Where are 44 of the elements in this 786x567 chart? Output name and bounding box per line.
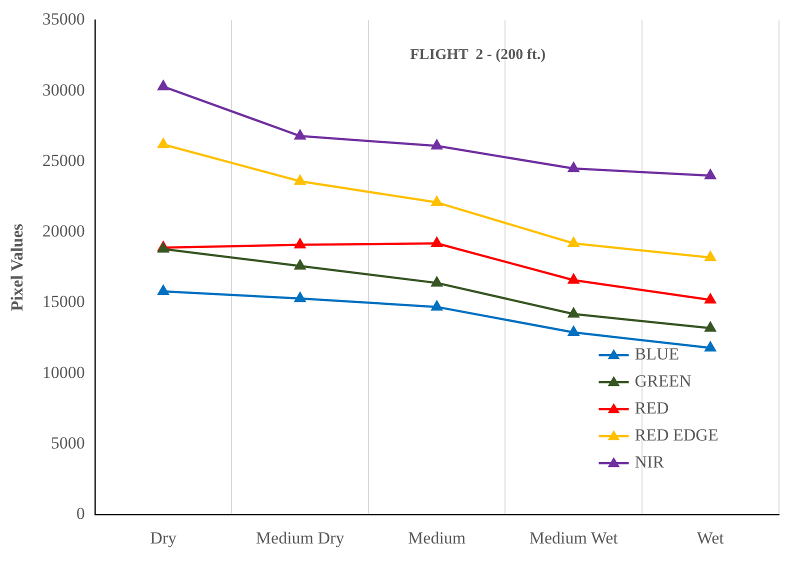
y-tick-label: 20000 — [42, 222, 85, 241]
legend-label: RED EDGE — [634, 426, 718, 445]
point — [158, 138, 169, 148]
point — [568, 326, 580, 336]
point — [431, 196, 442, 206]
point — [294, 292, 306, 302]
point — [294, 260, 306, 270]
point — [704, 169, 716, 180]
y-tick-label: 30000 — [42, 80, 85, 100]
point — [568, 308, 580, 318]
point — [431, 140, 442, 150]
point — [568, 274, 580, 284]
point — [704, 342, 716, 352]
point — [158, 285, 169, 296]
point — [704, 251, 716, 262]
point — [704, 322, 716, 332]
x-tick-label: Dry — [150, 528, 177, 548]
y-axis-title: Pixel Values — [8, 223, 27, 312]
point — [704, 294, 716, 304]
y-tick-label: 0 — [76, 504, 85, 524]
point — [294, 238, 306, 248]
text: FLIGHT 2 - (200 ft.) — [410, 47, 546, 64]
y-tick-label: 35000 — [42, 10, 85, 29]
x-tick-label: Medium Dry — [256, 528, 345, 548]
legend-label: GREEN — [634, 372, 692, 391]
x-tick-label: Wet — [696, 528, 724, 548]
point — [431, 276, 442, 287]
point — [431, 237, 442, 248]
x-tick-label: Medium — [408, 528, 466, 548]
point — [158, 80, 169, 90]
point — [431, 300, 442, 311]
y-tick-label: 5000 — [50, 433, 85, 452]
point — [158, 242, 169, 253]
legend-label: BLUE — [634, 344, 680, 364]
point — [294, 175, 306, 185]
point — [568, 162, 580, 172]
y-tick-label: 25000 — [42, 150, 85, 170]
x-tick-label: Medium Wet — [529, 528, 618, 548]
point — [568, 237, 580, 248]
y-tick-label: 15000 — [42, 292, 85, 312]
legend-label: NIR — [634, 452, 665, 472]
point — [294, 130, 306, 140]
legend-label: RED — [634, 398, 669, 418]
y-tick-label: 10000 — [42, 362, 85, 382]
